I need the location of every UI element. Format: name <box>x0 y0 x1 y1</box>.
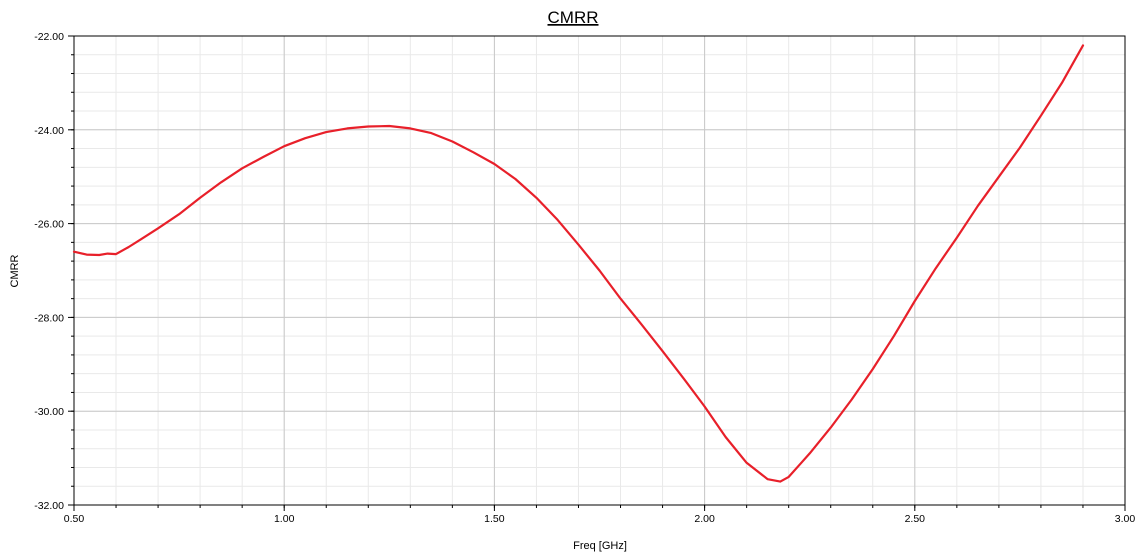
series-line-cmrr <box>72 44 1085 483</box>
x-axis-label: Freq [GHz] <box>573 540 627 552</box>
axis-ticks <box>68 35 1126 511</box>
chart-title: CMRR <box>548 8 599 27</box>
x-tick-label: 0.50 <box>64 513 85 525</box>
y-tick-label: -30.00 <box>34 406 64 418</box>
y-tick-label: -22.00 <box>34 31 64 43</box>
plot-frame <box>73 35 1126 506</box>
x-tick-label: 2.00 <box>694 513 715 525</box>
y-axis-label: CMRR <box>9 254 21 287</box>
y-tick-label: -32.00 <box>34 500 64 512</box>
y-tick-label: -26.00 <box>34 219 64 231</box>
grid <box>73 35 1126 506</box>
x-tick-label: 1.50 <box>484 513 505 525</box>
series-group <box>72 44 1085 483</box>
x-tick-label: 2.50 <box>905 513 926 525</box>
y-tick-label: -28.00 <box>34 312 64 324</box>
tick-labels: 0.50 1.00 1.50 2.00 2.50 3.00 -22.00 -24.00 -26.… <box>34 31 1135 525</box>
x-tick-label: 3.00 <box>1115 513 1136 525</box>
x-tick-label: 1.00 <box>274 513 295 525</box>
y-tick-label: -24.00 <box>34 125 64 137</box>
